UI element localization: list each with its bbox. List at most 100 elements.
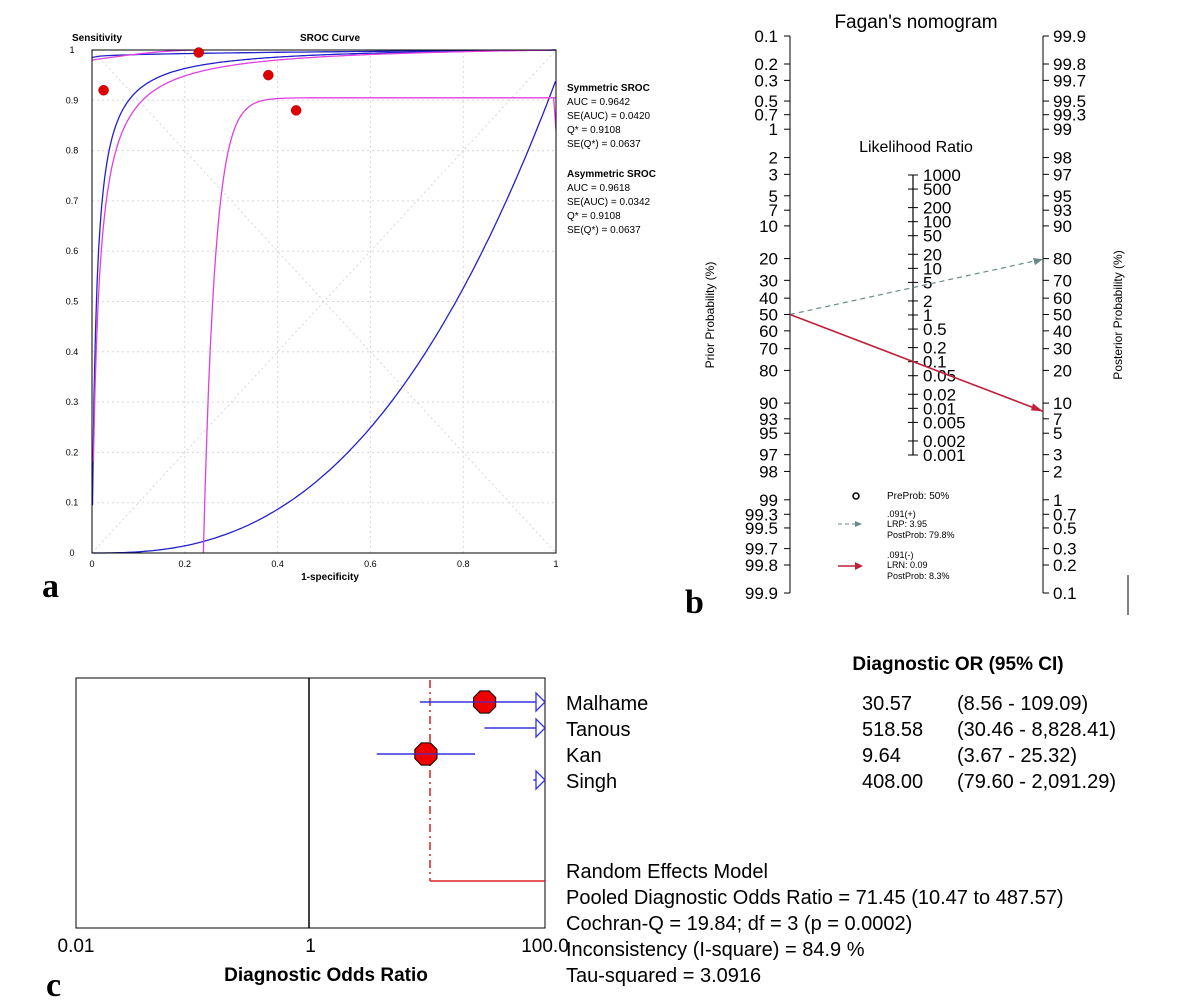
sroc-x-tick: 0 bbox=[89, 559, 94, 569]
prior-tick-label: 40 bbox=[759, 289, 778, 308]
sroc-y-tick: 0.4 bbox=[66, 347, 79, 357]
sroc-diagonal bbox=[91, 49, 557, 554]
sroc-curve-asymmetric bbox=[92, 49, 555, 462]
symmetric-se-q: SE(Q*) = 0.0637 bbox=[567, 139, 641, 150]
forest-study-ci: (30.46 - 8,828.41) bbox=[957, 719, 1116, 741]
sroc-y-tick: 0.7 bbox=[66, 196, 79, 206]
sroc-study-point bbox=[98, 84, 109, 96]
prior-tick-label: 99.9 bbox=[745, 584, 778, 603]
posterior-tick-label: 90 bbox=[1053, 217, 1072, 236]
prior-tick-label: 50 bbox=[759, 306, 778, 325]
forest-summary-line: Random Effects Model bbox=[566, 861, 768, 883]
asymmetric-se-q: SE(Q*) = 0.0637 bbox=[567, 225, 641, 236]
lrp-arrowhead bbox=[1033, 258, 1043, 266]
forest-study-rows: Malhame 30.57 (8.56 - 109.09) Tanous 518.58 (… bbox=[376, 690, 1116, 793]
forest-summary: Random Effects Model Pooled Diagnostic Od… bbox=[566, 861, 1064, 987]
posterior-tick-label: 99.7 bbox=[1053, 71, 1086, 90]
posterior-tick-label: 0.3 bbox=[1053, 540, 1077, 559]
posterior-tick-label: 99.8 bbox=[1053, 55, 1086, 74]
posterior-tick-label: 1 bbox=[1053, 491, 1062, 510]
posterior-tick-label: 0.7 bbox=[1053, 505, 1077, 524]
forest-study-name: Kan bbox=[566, 745, 602, 767]
posterior-tick-label: 98 bbox=[1053, 149, 1072, 168]
lr-tick-label: 0.001 bbox=[923, 446, 966, 465]
sroc-plot-frame bbox=[91, 49, 557, 554]
forest-x-tick: 100.0 bbox=[521, 936, 569, 957]
sroc-y-tick: 0.5 bbox=[66, 297, 79, 307]
forest-ci-arrow bbox=[535, 717, 546, 739]
lr-tick-label: 100 bbox=[923, 213, 951, 232]
lrn-line bbox=[789, 313, 1044, 413]
sroc-y-tick: 0.1 bbox=[66, 498, 79, 508]
legend-preprob-marker bbox=[852, 492, 860, 500]
lrp-line bbox=[789, 258, 1044, 316]
posterior-tick-label: 2 bbox=[1053, 462, 1062, 481]
lr-tick-label: 0.01 bbox=[923, 399, 956, 418]
legend-lrp-line1: .091(+) bbox=[887, 509, 916, 519]
posterior-ticks: 99.999.899.799.599.399989795939080706050… bbox=[1043, 27, 1086, 603]
sroc-y-tick: 0.8 bbox=[66, 146, 79, 156]
legend-lrn-line1: .091(-) bbox=[887, 550, 914, 560]
prior-tick-label: 93 bbox=[759, 410, 778, 429]
prior-tick-label: 2 bbox=[769, 149, 778, 168]
posterior-tick-label: 0.1 bbox=[1053, 584, 1077, 603]
posterior-tick-label: 99 bbox=[1053, 120, 1072, 139]
posterior-tick-label: 30 bbox=[1053, 340, 1072, 359]
forest-summary-line: Cochran-Q = 19.84; df = 3 (p = 0.0002) bbox=[566, 913, 912, 935]
posterior-tick-label: 0.5 bbox=[1053, 519, 1077, 538]
prior-tick-label: 95 bbox=[759, 424, 778, 443]
panel-c: Malhame 30.57 (8.56 - 109.09) Tanous 518.58 (… bbox=[46, 654, 1116, 1004]
posterior-tick-label: 40 bbox=[1053, 322, 1072, 341]
lr-ticks: 10005002001005020105210.50.20.10.050.020… bbox=[908, 166, 966, 465]
prior-tick-label: 30 bbox=[759, 271, 778, 290]
posterior-tick-label: 10 bbox=[1053, 394, 1072, 413]
lr-tick-label: 0.005 bbox=[923, 413, 966, 432]
sroc-x-tick: 0.6 bbox=[364, 559, 377, 569]
posterior-tick-label: 80 bbox=[1053, 250, 1072, 269]
prior-tick-label: 0.3 bbox=[754, 71, 778, 90]
forest-summary-line: Tau-squared = 3.0916 bbox=[566, 965, 761, 987]
posterior-tick-label: 97 bbox=[1053, 165, 1072, 184]
prior-tick-label: 3 bbox=[769, 165, 778, 184]
sroc-annotation-asymmetric: Asymmetric SROC AUC = 0.9618 SE(AUC) = 0… bbox=[567, 169, 656, 236]
forest-study-ci: (3.67 - 25.32) bbox=[957, 745, 1077, 767]
prior-tick-label: 98 bbox=[759, 462, 778, 481]
prior-tick-label: 70 bbox=[759, 340, 778, 359]
posterior-tick-label: 70 bbox=[1053, 271, 1072, 290]
lr-tick-label: 10 bbox=[923, 259, 942, 278]
panel-label-b: b bbox=[685, 584, 704, 621]
prior-tick-label: 20 bbox=[759, 250, 778, 269]
asymmetric-se-auc: SE(AUC) = 0.0342 bbox=[567, 197, 651, 208]
legend-lrp-arrow bbox=[855, 521, 862, 527]
prior-tick-label: 80 bbox=[759, 361, 778, 380]
posterior-tick-label: 95 bbox=[1053, 187, 1072, 206]
posterior-tick-label: 99.9 bbox=[1053, 27, 1086, 46]
sroc-annotation-symmetric: Symmetric SROC AUC = 0.9642 SE(AUC) = 0.… bbox=[567, 83, 651, 150]
lr-tick-label: 0.2 bbox=[923, 339, 947, 358]
posterior-tick-label: 20 bbox=[1053, 361, 1072, 380]
sroc-x-ticks: 0 0.2 0.4 0.6 0.8 1 bbox=[89, 559, 558, 569]
forest-study-name: Tanous bbox=[566, 719, 631, 741]
nomogram-posterior-axis-label: Posterior Probability (%) bbox=[1111, 250, 1125, 379]
posterior-tick-label: 0.2 bbox=[1053, 556, 1077, 575]
posterior-tick-label: 99.5 bbox=[1053, 92, 1086, 111]
asymmetric-auc: AUC = 0.9618 bbox=[567, 183, 631, 194]
prior-tick-label: 60 bbox=[759, 322, 778, 341]
sroc-study-point bbox=[193, 47, 204, 58]
forest-plot-frame bbox=[75, 677, 546, 929]
legend-lrn-arrow bbox=[855, 562, 863, 570]
sroc-y-tick: 0.3 bbox=[66, 397, 79, 407]
nomogram-lr-axis-label: Likelihood Ratio bbox=[859, 139, 973, 156]
panel-b: Fagan's nomogram Likelihood Ratio Prior … bbox=[685, 12, 1129, 621]
symmetric-auc: AUC = 0.9642 bbox=[567, 97, 631, 108]
forest-study-name: Singh bbox=[566, 771, 617, 793]
sroc-study-point bbox=[290, 105, 302, 116]
lr-tick-label: 500 bbox=[923, 180, 951, 199]
sroc-y-tick: 0.6 bbox=[66, 246, 79, 256]
sroc-y-axis-label: Sensitivity bbox=[72, 33, 122, 44]
posterior-tick-label: 60 bbox=[1053, 289, 1072, 308]
legend-lrp-line3: PostProb: 79.8% bbox=[887, 530, 955, 540]
posterior-tick-label: 99.3 bbox=[1053, 106, 1086, 125]
posterior-tick-label: 7 bbox=[1053, 410, 1062, 429]
symmetric-heading: Symmetric SROC bbox=[567, 83, 650, 94]
